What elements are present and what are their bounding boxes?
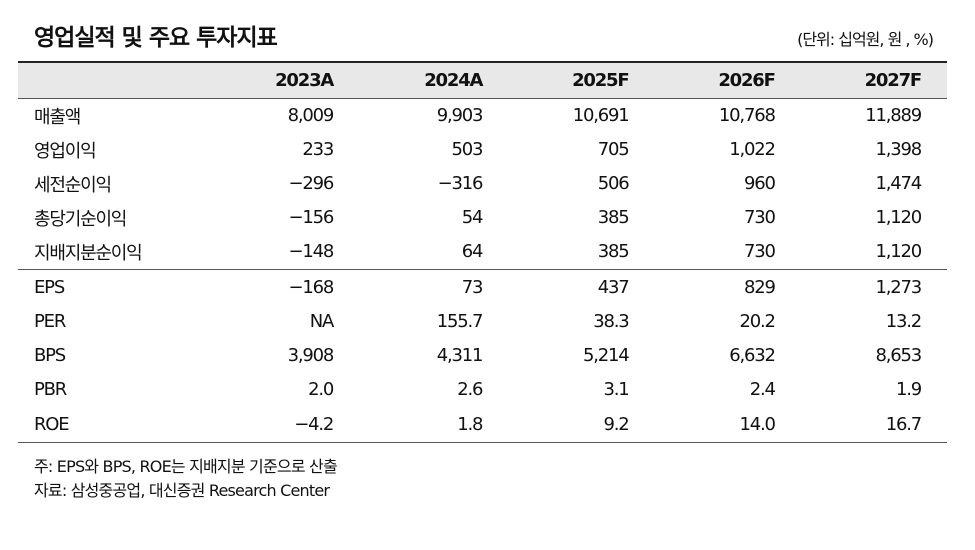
cell: 1,120 — [875, 207, 922, 228]
column-header: 2026F — [718, 69, 776, 91]
row-label: 지배지분순이익 — [34, 242, 143, 264]
cell: 8,653 — [875, 345, 922, 366]
cell: 705 — [597, 139, 630, 160]
note-line: 자료: 삼성중공업, 대신증권 Research Center — [34, 481, 330, 500]
cell: 385 — [597, 241, 630, 262]
cell: 155.7 — [436, 311, 484, 332]
row-label: 세전순이익 — [34, 174, 112, 196]
note-line: 주: EPS와 BPS, ROE는 지배지분 기준으로 산출 — [34, 457, 338, 476]
cell: 73 — [461, 276, 484, 298]
cell: −316 — [437, 173, 484, 194]
cell: 2.0 — [308, 379, 334, 400]
table-row: BPS 3,908 4,311 5,214 6,632 8,653 — [18, 339, 947, 373]
row-label: ROE — [34, 413, 70, 435]
cell: 38.3 — [593, 311, 629, 332]
table-row: 지배지분순이익 −148 64 385 730 1,120 — [18, 235, 947, 270]
cell: 730 — [743, 207, 776, 228]
cell: −296 — [288, 173, 334, 194]
row-label: BPS — [34, 345, 66, 366]
cell: 10,691 — [572, 105, 630, 126]
row-label: PBR — [34, 379, 67, 400]
cell: −4.2 — [294, 413, 334, 435]
corner-cell — [18, 62, 210, 98]
table-row: EPS −168 73 437 829 1,273 — [18, 269, 947, 305]
cell: 829 — [743, 276, 776, 298]
title: 영업실적 및 주요 투자지표 — [34, 25, 278, 51]
cell: 1.9 — [895, 379, 922, 400]
cell: −168 — [288, 276, 334, 298]
cell: 385 — [597, 207, 630, 228]
cell: 14.0 — [739, 413, 775, 435]
cell: 1,474 — [875, 173, 922, 194]
cell: 10,768 — [718, 105, 776, 126]
cell: 6,632 — [729, 345, 776, 366]
cell: 9.2 — [603, 413, 629, 435]
cell: 54 — [461, 207, 484, 228]
cell: 20.2 — [739, 311, 775, 332]
row-label: 영업이익 — [34, 140, 97, 162]
cell: −156 — [288, 207, 334, 228]
cell: 233 — [302, 139, 334, 160]
table-row: 세전순이익 −296 −316 506 960 1,474 — [18, 167, 947, 201]
cell: 506 — [597, 173, 630, 194]
cell: 8,009 — [287, 105, 335, 126]
column-header: 2027F — [864, 69, 923, 91]
table-row: 영업이익 233 503 705 1,022 1,398 — [18, 133, 947, 167]
cell: NA — [309, 311, 335, 332]
cell: 1,022 — [729, 139, 776, 160]
table-row: PER NA 155.7 38.3 20.2 13.2 — [18, 305, 947, 339]
cell: 9,903 — [436, 105, 484, 126]
cell: 3.1 — [603, 379, 629, 400]
table-body: 매출액 8,009 9,903 10,691 10,768 11,889 영업이익 233 50… — [18, 98, 947, 442]
table-row: PBR 2.0 2.6 3.1 2.4 1.9 — [18, 373, 947, 407]
row-label: 매출액 — [34, 106, 81, 128]
cell: 2.6 — [457, 379, 483, 400]
cell: 5,214 — [582, 345, 630, 366]
cell: 1,398 — [875, 139, 922, 160]
cell: 503 — [451, 139, 483, 160]
row-label: EPS — [34, 276, 65, 298]
cell: 4,311 — [436, 345, 484, 366]
cell: 960 — [743, 173, 776, 194]
row-label: 총당기순이익 — [34, 208, 127, 230]
unit-note: (단위: 십억원, 원 , %) — [797, 30, 934, 49]
column-header: 2025F — [572, 69, 630, 91]
cell: 3,908 — [287, 345, 335, 366]
cell: 1.8 — [457, 413, 483, 435]
cell: 437 — [597, 276, 630, 298]
column-header: 2024A — [424, 69, 483, 91]
table-row: 매출액 8,009 9,903 10,691 10,768 11,889 — [18, 98, 947, 133]
cell: −148 — [288, 241, 334, 262]
cell: 11,889 — [865, 105, 922, 126]
cell: 2.4 — [749, 379, 776, 400]
column-header: 2023A — [275, 69, 334, 91]
cell: 64 — [461, 241, 484, 262]
financial-table: 2023A 2024A 2025F 2026F 2027F 매출액 8,009 9,903 1… — [18, 61, 947, 443]
table-row: 총당기순이익 −156 54 385 730 1,120 — [18, 201, 947, 235]
cell: 13.2 — [885, 311, 922, 332]
row-label: PER — [34, 311, 66, 332]
cell: 16.7 — [885, 413, 922, 435]
cell: 1,120 — [875, 241, 922, 262]
table-row: ROE −4.2 1.8 9.2 14.0 16.7 — [18, 407, 947, 442]
header-row: 2023A 2024A 2025F 2026F 2027F — [18, 62, 947, 98]
cell: 730 — [743, 241, 776, 262]
cell: 1,273 — [875, 276, 922, 298]
